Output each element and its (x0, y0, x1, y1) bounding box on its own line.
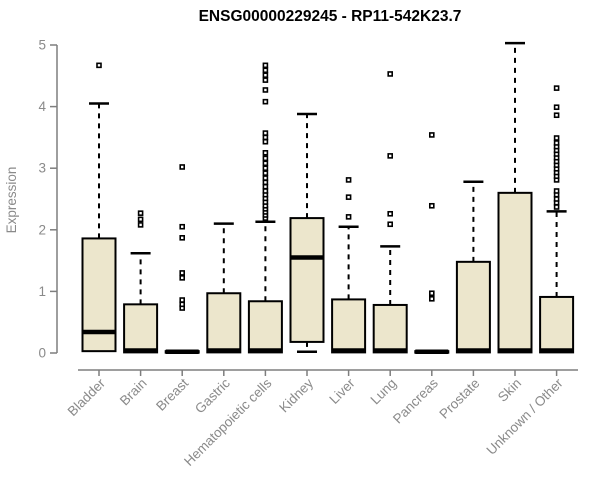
y-tick-label: 0 (38, 346, 46, 361)
boxplot-gastric (206, 222, 242, 354)
outlier-point (262, 130, 269, 136)
box-iqr (289, 217, 325, 343)
y-tick-label: 2 (38, 222, 46, 237)
x-tick-label-kidney: Kidney (276, 375, 316, 415)
outlier-point (387, 71, 394, 77)
x-tick-label-unknown-other: Unknown / Other (483, 375, 566, 458)
outlier-point (262, 175, 269, 181)
outlier-point (262, 77, 269, 83)
outlier-point (345, 214, 352, 220)
y-tick-label: 3 (38, 161, 46, 176)
x-tick-label-bladder: Bladder (65, 375, 109, 419)
outlier-point (345, 194, 352, 200)
outlier-point (179, 270, 185, 276)
x-tick-label-breast: Breast (153, 375, 191, 413)
box-iqr (497, 191, 533, 354)
outlier-point (553, 104, 560, 111)
outlier-point (553, 188, 560, 194)
outlier-point (387, 153, 394, 159)
box-iqr (331, 298, 367, 354)
outlier-point (428, 132, 435, 138)
outlier-point (553, 140, 560, 146)
boxplot-brain (123, 210, 159, 354)
outlier-point (262, 165, 269, 171)
y-tick-label: 4 (38, 99, 46, 114)
x-tick-label-brain: Brain (117, 376, 150, 409)
outlier-point (96, 62, 102, 69)
y-tick-label: 1 (38, 284, 46, 299)
boxplot-unknown-other (539, 85, 575, 354)
box-iqr (123, 303, 159, 354)
box-iqr (247, 300, 283, 354)
box-iqr (372, 303, 408, 354)
boxplot-prostate (455, 180, 491, 354)
outlier-point (262, 134, 269, 141)
outlier-point (345, 177, 352, 183)
y-tick-label: 5 (38, 38, 46, 53)
box-iqr (539, 295, 575, 354)
outlier-point (179, 223, 185, 230)
x-tick-label-skin: Skin (495, 376, 524, 405)
outlier-point (179, 235, 185, 241)
y-axis-title: Expression (4, 167, 19, 234)
x-tick-label-liver: Liver (326, 375, 358, 407)
outlier-point (262, 170, 269, 176)
outlier-point (387, 210, 394, 217)
outlier-point (553, 135, 560, 141)
outlier-point (553, 112, 560, 119)
outlier-point (262, 87, 269, 93)
outlier-point (262, 188, 269, 194)
outlier-point (428, 295, 435, 302)
x-tick-label-pancreas: Pancreas (390, 375, 441, 426)
outlier-point (553, 196, 560, 202)
box-iqr (206, 292, 242, 354)
boxplot-pancreas (414, 132, 450, 355)
outlier-point (262, 67, 269, 74)
box-iqr (455, 260, 491, 354)
outlier-point (387, 221, 394, 228)
outlier-point (137, 210, 144, 216)
outlier-point (262, 72, 269, 78)
outlier-point (553, 85, 560, 91)
boxplot-skin (497, 41, 533, 354)
outlier-point (428, 202, 435, 209)
outlier-point (262, 160, 269, 167)
boxplot-hematopoietic-cells (247, 62, 283, 354)
x-tick-label-prostate: Prostate (436, 376, 482, 422)
boxplot-breast (164, 164, 200, 355)
chart-title: ENSG00000229245 - RP11-542K23.7 (199, 8, 462, 25)
x-tick-label-lung: Lung (367, 376, 399, 408)
x-tick-label-gastric: Gastric (192, 375, 233, 416)
boxplot-lung (372, 71, 408, 354)
boxplot-kidney (289, 112, 325, 354)
outlier-point (137, 222, 144, 228)
boxplot-liver (331, 177, 367, 354)
outlier-point (553, 204, 560, 210)
outlier-point (179, 297, 185, 303)
outlier-point (262, 155, 269, 162)
outlier-point (262, 138, 269, 145)
outlier-point (262, 150, 269, 156)
boxplot-bladder (81, 62, 117, 353)
outlier-point (262, 98, 269, 105)
outlier-point (179, 301, 185, 308)
outlier-point (179, 164, 185, 170)
outlier-point (262, 62, 269, 69)
outlier-point (262, 179, 269, 186)
outlier-point (179, 275, 185, 281)
outlier-point (428, 290, 435, 297)
outlier-point (262, 183, 269, 190)
outlier-point (137, 216, 144, 223)
